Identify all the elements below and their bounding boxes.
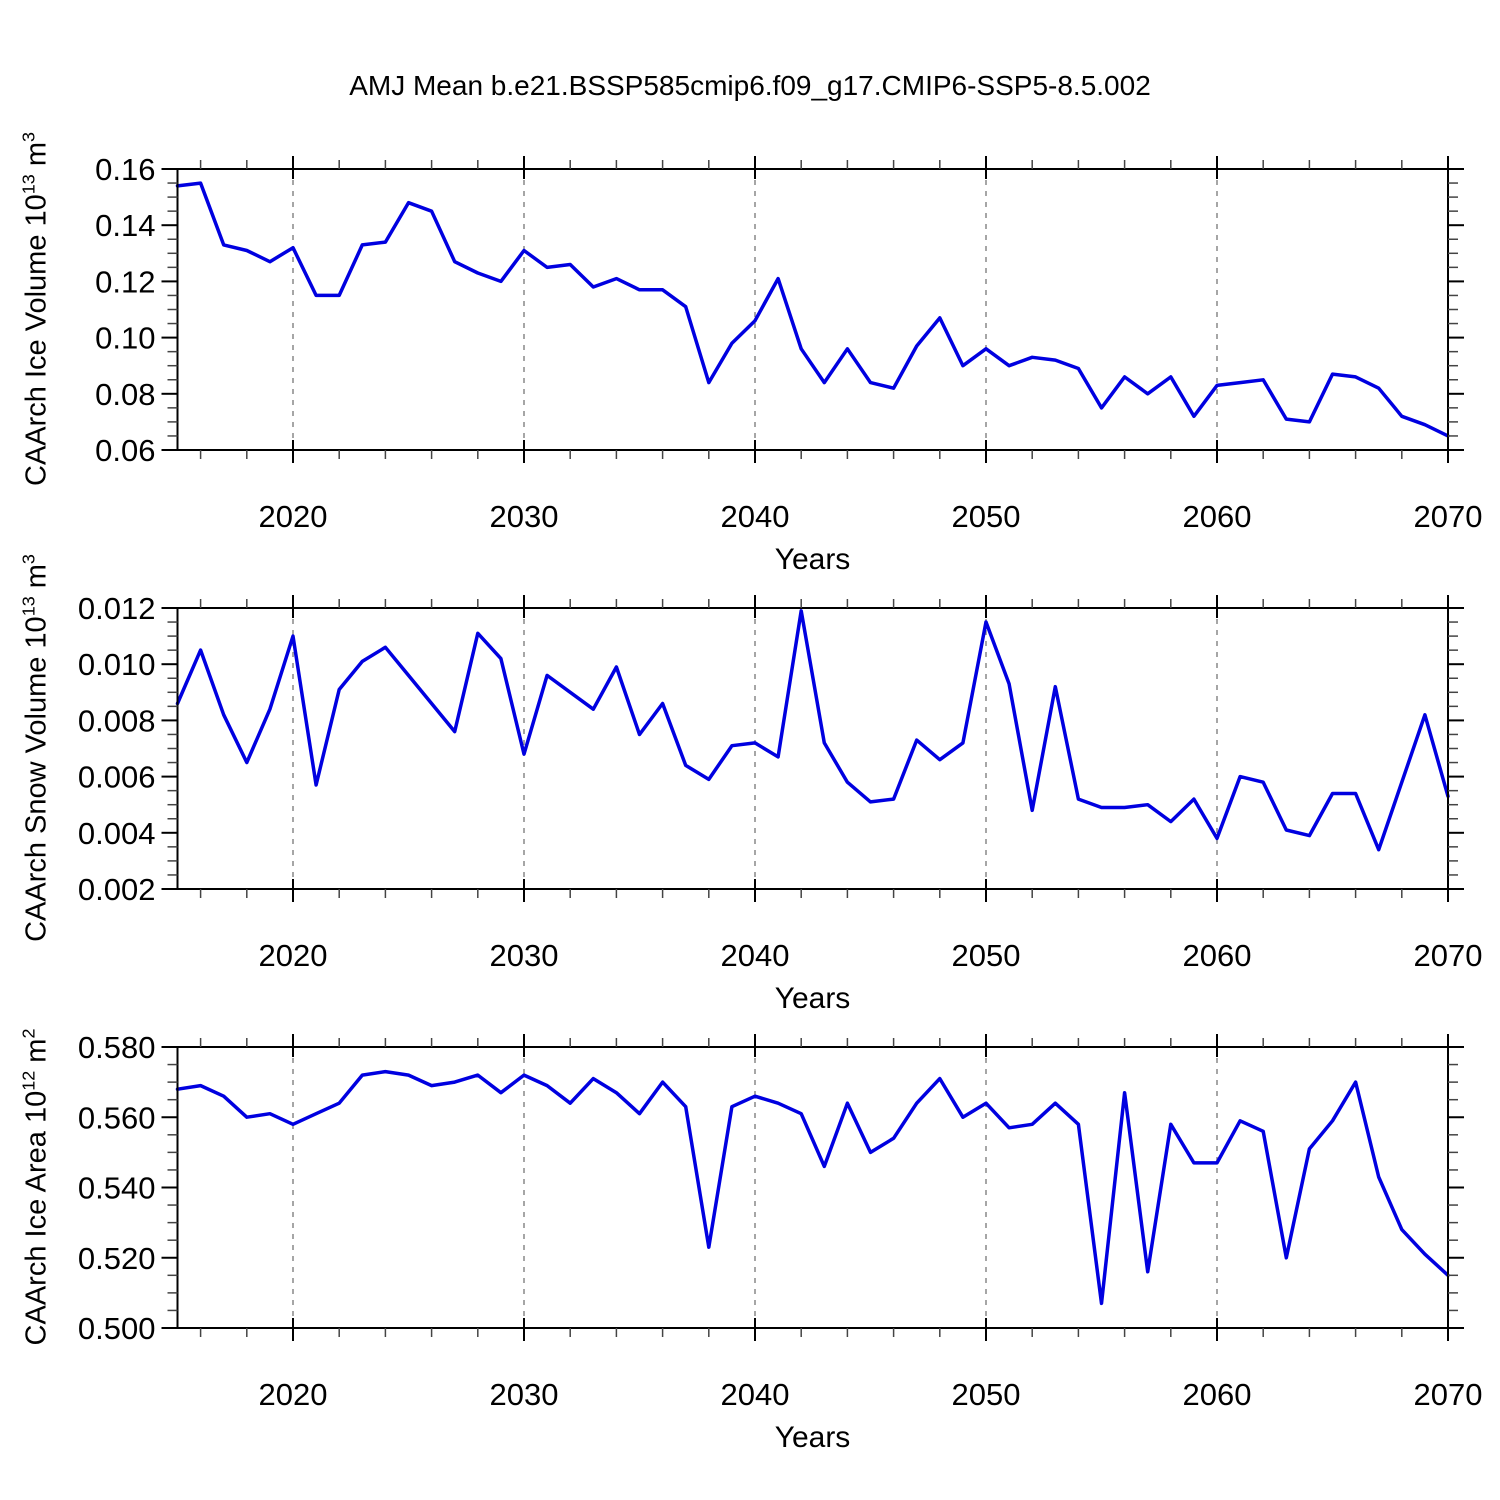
panel1-y-axis-title: CAArch Ice Volume 1013 m3 bbox=[18, 132, 53, 486]
y-tick-label: 0.006 bbox=[78, 760, 156, 795]
y-tick-label: 0.004 bbox=[78, 816, 156, 851]
y-tick-label: 0.06 bbox=[95, 433, 155, 468]
panel2-y-axis-title: CAArch Snow Volume 1013 m3 bbox=[18, 554, 53, 942]
data-line-caarch-snow-volume bbox=[175, 609, 1450, 852]
panel1-x-axis-title: Years bbox=[774, 543, 851, 576]
y-tick-label: 0.520 bbox=[78, 1241, 156, 1276]
y-tick-label: 0.14 bbox=[95, 208, 155, 243]
y-tick-label: 0.010 bbox=[78, 647, 156, 682]
y-tick-label: 0.08 bbox=[95, 377, 155, 412]
x-tick-label: 2020 bbox=[259, 938, 328, 973]
panel-frame bbox=[176, 168, 1449, 451]
panel-1-caarch-ice-volume: 2020 2030 2040 2050 2060 2070 0.06 0.08 0.10 0.12… bbox=[95, 152, 1482, 534]
x-tick-label: 2050 bbox=[952, 499, 1021, 534]
data-line-caarch-ice-area bbox=[175, 1069, 1450, 1306]
x-tick-label: 2020 bbox=[259, 1377, 328, 1412]
panel3-x-axis-title: Years bbox=[774, 1421, 851, 1454]
y-tick-label: 0.10 bbox=[95, 321, 155, 356]
y-tick-label: 0.12 bbox=[95, 264, 155, 299]
x-tick-label: 2020 bbox=[259, 499, 328, 534]
y-tick-label: 0.580 bbox=[78, 1030, 156, 1065]
panel3-y-axis-title: CAArch Ice Area 1012 m2 bbox=[18, 1028, 53, 1346]
x-tick-label: 2060 bbox=[1183, 1377, 1252, 1412]
panel-3-caarch-ice-area: 2020 2030 2040 2050 2060 2070 0.500 0.520 0.540 0… bbox=[78, 1030, 1483, 1412]
x-tick-label: 2070 bbox=[1414, 499, 1483, 534]
x-tick-label: 2060 bbox=[1183, 938, 1252, 973]
x-tick-label: 2050 bbox=[952, 1377, 1021, 1412]
x-tick-label: 2040 bbox=[721, 938, 790, 973]
x-tick-label: 2030 bbox=[490, 499, 559, 534]
y-tick-label: 0.012 bbox=[78, 591, 156, 626]
x-tick-label: 2030 bbox=[490, 938, 559, 973]
y-tick-label: 0.008 bbox=[78, 703, 156, 738]
x-tick-label: 2040 bbox=[721, 499, 790, 534]
y-tick-label: 0.16 bbox=[95, 152, 155, 187]
data-line-caarch-ice-volume bbox=[175, 181, 1450, 438]
y-tick-label: 0.500 bbox=[78, 1311, 156, 1346]
x-tick-label: 2040 bbox=[721, 1377, 790, 1412]
y-tick-label: 0.540 bbox=[78, 1171, 156, 1206]
panel-frame bbox=[176, 1046, 1449, 1329]
y-tick-label: 0.560 bbox=[78, 1100, 156, 1135]
x-tick-label: 2060 bbox=[1183, 499, 1252, 534]
x-tick-label: 2070 bbox=[1414, 938, 1483, 973]
x-tick-label: 2030 bbox=[490, 1377, 559, 1412]
x-tick-label: 2050 bbox=[952, 938, 1021, 973]
panel2-x-axis-title: Years bbox=[774, 982, 851, 1015]
chart-title: AMJ Mean b.e21.BSSP585cmip6.f09_g17.CMIP… bbox=[349, 70, 1151, 101]
panel-frame bbox=[176, 607, 1449, 890]
y-tick-label: 0.002 bbox=[78, 872, 156, 907]
x-tick-label: 2070 bbox=[1414, 1377, 1483, 1412]
panel-2-caarch-snow-volume: 2020 2030 2040 2050 2060 2070 0.002 0.004 0.006 0… bbox=[78, 591, 1483, 973]
